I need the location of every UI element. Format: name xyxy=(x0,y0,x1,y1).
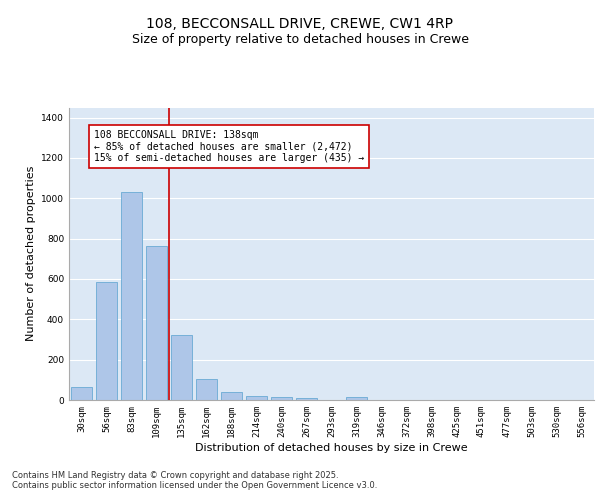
Bar xyxy=(271,397,292,400)
Bar xyxy=(221,392,242,400)
Bar xyxy=(146,246,167,400)
Bar xyxy=(71,387,92,400)
Bar xyxy=(96,282,117,400)
Bar xyxy=(121,192,142,400)
Text: Contains HM Land Registry data © Crown copyright and database right 2025.
Contai: Contains HM Land Registry data © Crown c… xyxy=(12,470,377,490)
Text: 108 BECCONSALL DRIVE: 138sqm
← 85% of detached houses are smaller (2,472)
15% of: 108 BECCONSALL DRIVE: 138sqm ← 85% of de… xyxy=(94,130,364,163)
X-axis label: Distribution of detached houses by size in Crewe: Distribution of detached houses by size … xyxy=(195,442,468,452)
Bar xyxy=(296,398,317,400)
Text: Size of property relative to detached houses in Crewe: Size of property relative to detached ho… xyxy=(131,32,469,46)
Bar xyxy=(246,396,267,400)
Bar xyxy=(196,379,217,400)
Text: 108, BECCONSALL DRIVE, CREWE, CW1 4RP: 108, BECCONSALL DRIVE, CREWE, CW1 4RP xyxy=(146,18,454,32)
Y-axis label: Number of detached properties: Number of detached properties xyxy=(26,166,35,342)
Bar xyxy=(346,397,367,400)
Bar xyxy=(171,336,192,400)
